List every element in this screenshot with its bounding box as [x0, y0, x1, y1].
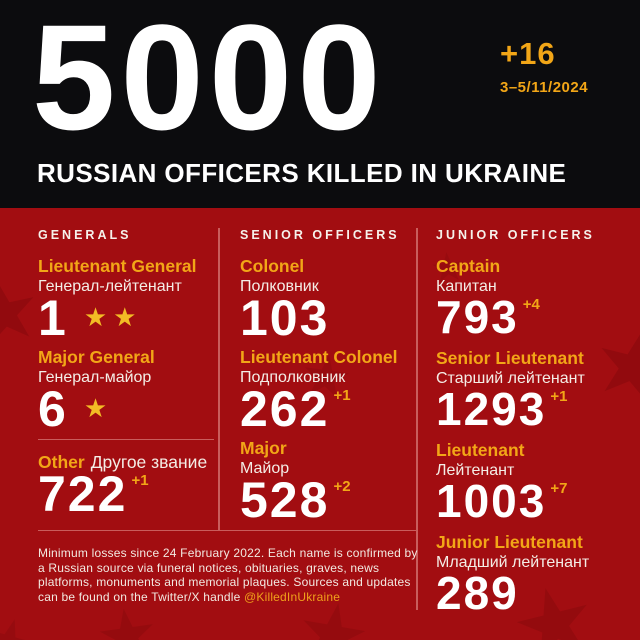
- count-delta: +1: [550, 388, 568, 405]
- kill-count: 262: [240, 381, 330, 437]
- stats-section: ★ ★ ★ ★ ★ ★ ★ ★ GENERALS Lieutenant Gene…: [0, 208, 640, 640]
- rank-entry: Senior Lieutenant Старший лейтенант 1293…: [436, 348, 634, 435]
- rank-name-ru: Старший лейтенант: [436, 370, 585, 387]
- kill-count: 1003: [436, 475, 547, 527]
- count-row: 103: [240, 290, 412, 346]
- rank-name-combined: Other Другое звание: [38, 452, 214, 472]
- kill-count: 528: [240, 472, 330, 528]
- poster-title: RUSSIAN OFFICERS KILLED IN UKRAINE: [37, 158, 567, 188]
- kill-count: 103: [240, 290, 330, 346]
- column-junior-officers: JUNIOR OFFICERS Captain Капитан 793 +4 S…: [436, 228, 634, 619]
- column-divider: [416, 228, 418, 610]
- column-divider: [218, 228, 220, 530]
- rank-name-ru: Майор: [240, 460, 290, 477]
- column-title: JUNIOR OFFICERS: [436, 228, 595, 242]
- rank-name-ru: Младший лейтенант: [436, 554, 590, 571]
- rank-entry: Lieutenant Colonel Подполковник 262 +1: [240, 347, 412, 437]
- rank-name-ru: Генерал-майор: [38, 369, 152, 386]
- rank-name-en: Major: [240, 438, 287, 458]
- rank-name-ru: Подполковник: [240, 369, 346, 386]
- count-row: 528 +2: [240, 472, 412, 528]
- date-range: 3–5/11/2024: [500, 79, 589, 96]
- column-generals: GENERALS Lieutenant General Генерал-лейт…: [38, 228, 214, 522]
- rank-name-ru: Капитан: [436, 278, 497, 295]
- rank-entry: Major General Генерал-майор 6 ★: [38, 347, 214, 437]
- rank-entry-other: Other Другое звание 722 +1: [38, 452, 214, 522]
- rank-entry: Captain Капитан 793 +4: [436, 256, 634, 343]
- count-row: 6 ★: [38, 381, 214, 437]
- rank-name-en: Major General: [38, 347, 155, 367]
- rank-entry: Lieutenant General Генерал-лейтенант 1 ★…: [38, 256, 214, 346]
- count-row: 1 ★★: [38, 290, 214, 346]
- header-delta-box: +16 3–5/11/2024: [500, 36, 588, 96]
- rank-name-ru: Другое звание: [90, 452, 208, 472]
- count-delta: +4: [522, 296, 540, 313]
- star-watermark: ★: [0, 602, 44, 640]
- row-divider: [38, 530, 416, 531]
- rank-name-en: Senior Lieutenant: [436, 348, 584, 368]
- twitter-handle-link[interactable]: @KilledInUkraine: [244, 589, 341, 604]
- footnote-text: Minimum losses since 24 February 2022. E…: [38, 546, 418, 604]
- kill-count: 722: [38, 466, 128, 522]
- count-row: 1003 +7: [436, 475, 634, 527]
- count-row: 793 +4: [436, 291, 634, 343]
- kill-count: 289: [436, 567, 519, 619]
- rank-name-ru: Лейтенант: [436, 462, 515, 479]
- header-section: 5000 +16 3–5/11/2024 RUSSIAN OFFICERS KI…: [0, 0, 640, 208]
- footnote: Minimum losses since 24 February 2022. E…: [38, 546, 426, 604]
- rank-entry: Lieutenant Лейтенант 1003 +7: [436, 440, 634, 527]
- count-row: 289: [436, 567, 634, 619]
- count-row: 1293 +1: [436, 383, 634, 435]
- kill-count: 1: [38, 290, 68, 346]
- kill-count: 793: [436, 291, 519, 343]
- rank-name-ru: Полковник: [240, 278, 319, 295]
- count-delta: +7: [550, 480, 568, 497]
- rank-stars-icon: ★★: [83, 302, 143, 332]
- rank-name-ru: Генерал-лейтенант: [38, 278, 182, 295]
- rank-entry: Junior Lieutenant Младший лейтенант 289: [436, 532, 634, 619]
- count-delta: +2: [333, 478, 351, 495]
- rank-entry: Major Майор 528 +2: [240, 438, 412, 528]
- column-senior-officers: SENIOR OFFICERS Colonel Полковник 103 Li…: [240, 228, 412, 528]
- count-row: 722 +1: [38, 466, 214, 522]
- rank-entry: Colonel Полковник 103: [240, 256, 412, 346]
- column-title: GENERALS: [38, 228, 132, 242]
- rank-name-en: Lieutenant General: [38, 256, 197, 276]
- kill-count: 6: [38, 381, 68, 437]
- kill-count: 1293: [436, 383, 547, 435]
- rank-name-en: Captain: [436, 256, 501, 276]
- rank-name-en: Lieutenant Colonel: [240, 347, 398, 367]
- count-row: 262 +1: [240, 381, 412, 437]
- rank-star-icon: ★: [83, 393, 114, 423]
- column-title: SENIOR OFFICERS: [240, 228, 400, 242]
- rank-name-en: Junior Lieutenant: [436, 532, 583, 552]
- total-killed-number: 5000: [32, 0, 386, 161]
- row-divider: [38, 439, 214, 440]
- count-delta: +1: [131, 472, 149, 489]
- total-delta: +16: [500, 36, 556, 71]
- count-delta: +1: [333, 387, 351, 404]
- rank-name-en: Other: [38, 452, 85, 472]
- rank-name-en: Lieutenant: [436, 440, 525, 460]
- rank-name-en: Colonel: [240, 256, 305, 276]
